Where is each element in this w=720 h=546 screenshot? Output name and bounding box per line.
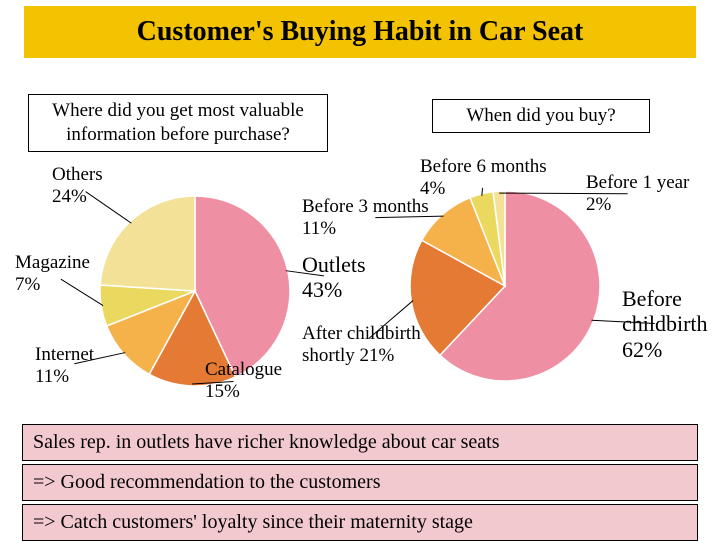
pie-right-label-before_1y: Before 1 year2% — [586, 172, 689, 216]
pie-left-label-outlets: Outlets43% — [302, 252, 366, 303]
pie-right-label-before_3m: Before 3 months11% — [302, 196, 429, 240]
conclusion-2: => Good recommendation to the customers — [22, 464, 698, 501]
conclusion-1: Sales rep. in outlets have richer knowle… — [22, 424, 698, 461]
pie-right-label-after_childbirth: After childbirthshortly 21% — [302, 323, 421, 367]
pie-left-slice-outlets — [195, 196, 290, 377]
pie-left-slice-magazine — [100, 285, 195, 326]
pie-left-label-internet: Internet11% — [35, 344, 94, 388]
question-right: When did you buy? — [432, 99, 650, 133]
pie-right-label-before_childbirth: Beforechildbirth62% — [622, 286, 708, 362]
pie-left-label-others: Others24% — [52, 164, 103, 208]
pie-right-slice-before_6m — [470, 192, 505, 286]
page-title: Customer's Buying Habit in Car Seat — [24, 6, 696, 58]
pie-right-slice-before_1y — [493, 191, 505, 286]
pie-right-slice-after_childbirth — [410, 240, 505, 355]
pie-left-label-catalogue: Catalogue15% — [205, 359, 282, 403]
pie-right-slice-before_3m — [422, 198, 505, 286]
pie-left-slice-internet — [107, 291, 195, 374]
conclusion-3: => Catch customers' loyalty since their … — [22, 504, 698, 541]
pie-left-slice-others — [100, 196, 195, 291]
pie-left-label-magazine: Magazine7% — [15, 252, 90, 296]
question-left: Where did you get most valuable informat… — [28, 94, 328, 152]
pie-right-slice-before_childbirth — [440, 191, 600, 381]
pie-right-label-before_6m: Before 6 months4% — [420, 156, 547, 200]
